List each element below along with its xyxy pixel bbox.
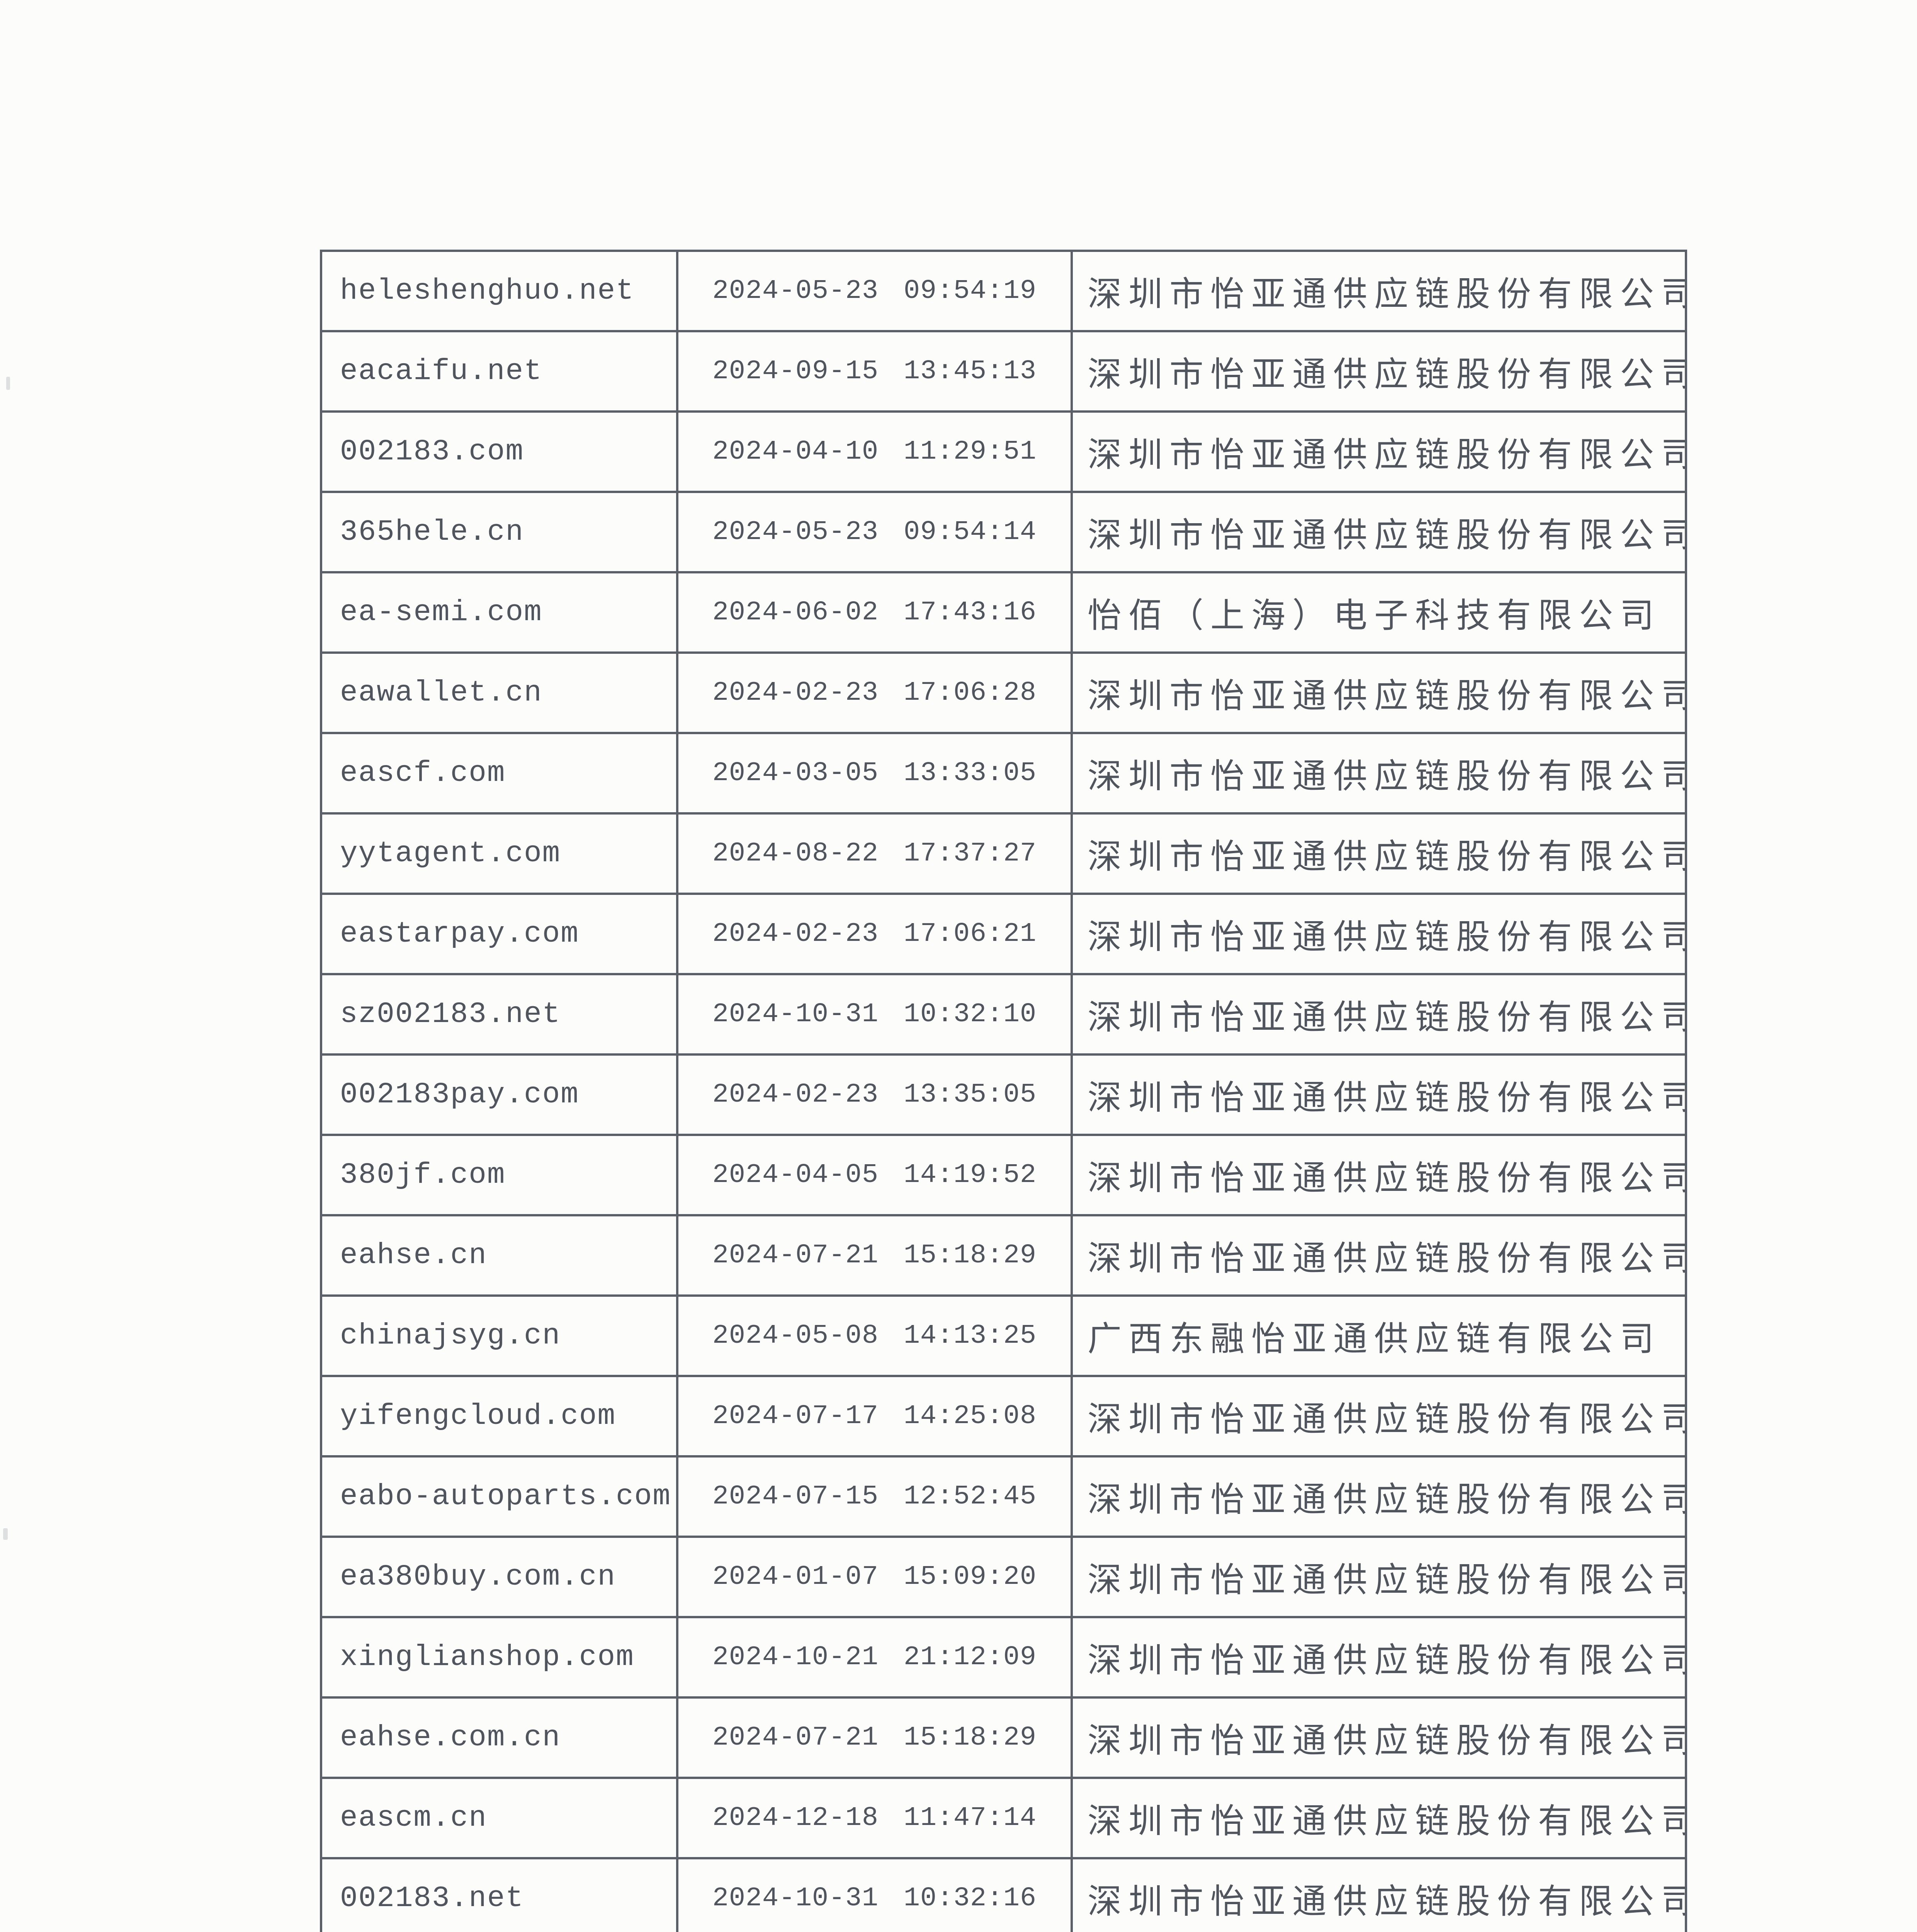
domain-cell: 365hele.cn — [320, 491, 678, 573]
registered-time-cell: 2024-03-05 13:33:05 — [676, 732, 1073, 815]
registrant-company-cell: 深圳市怡亚通供应链股份有限公司 — [1071, 651, 1687, 734]
table-row: heleshenghuo.net 2024-05-23 09:54:19 深圳市怡亚… — [320, 250, 1687, 332]
domain-registration-table: heleshenghuo.net 2024-05-23 09:54:19 深圳市怡亚… — [320, 250, 1687, 1932]
registered-time-cell: 2024-10-31 10:32:10 — [676, 973, 1073, 1056]
domain-cell: chinajsyg.cn — [320, 1294, 678, 1377]
registered-time-cell: 2024-06-02 17:43:16 — [676, 571, 1073, 654]
registrant-company-cell: 深圳市怡亚通供应链股份有限公司 — [1071, 491, 1687, 573]
table-row: 380jf.com 2024-04-05 14:19:52 深圳市怡亚通供应链股份有… — [320, 1134, 1687, 1216]
registrant-company-cell: 深圳市怡亚通供应链股份有限公司 — [1071, 1455, 1687, 1538]
domain-cell: eastarpay.com — [320, 893, 678, 975]
table-row: yifengcloud.com 2024-07-17 14:25:08 深圳市怡亚通… — [320, 1375, 1687, 1458]
registered-time-cell: 2024-08-22 17:37:27 — [676, 812, 1073, 895]
registrant-company-cell: 深圳市怡亚通供应链股份有限公司 — [1071, 1053, 1687, 1136]
table-row: xinglianshop.com 2024-10-21 21:12:09 深圳市怡亚… — [320, 1616, 1687, 1699]
registered-time-cell: 2024-12-18 11:47:14 — [676, 1777, 1073, 1859]
table-row: ea380buy.com.cn 2024-01-07 15:09:20 深圳市怡亚通… — [320, 1536, 1687, 1618]
table-row: 002183.com 2024-04-10 11:29:51 深圳市怡亚通供应链股份… — [320, 410, 1687, 493]
table-row: sz002183.net 2024-10-31 10:32:10 深圳市怡亚通供应链… — [320, 973, 1687, 1056]
registered-time-cell: 2024-05-23 09:54:19 — [676, 250, 1073, 332]
table-row: yytagent.com 2024-08-22 17:37:27 深圳市怡亚通供应链… — [320, 812, 1687, 895]
registered-time-cell: 2024-09-15 13:45:13 — [676, 330, 1073, 413]
domain-cell: eacaifu.net — [320, 330, 678, 413]
domain-cell: eahse.cn — [320, 1214, 678, 1297]
domain-cell: eahse.com.cn — [320, 1696, 678, 1779]
table-row: chinajsyg.cn 2024-05-08 14:13:25 广西东融怡亚通供应… — [320, 1294, 1687, 1377]
registrant-company-cell: 怡佰（上海）电子科技有限公司 — [1071, 571, 1687, 654]
registered-time-cell: 2024-10-31 10:32:16 — [676, 1857, 1073, 1932]
table-row: eawallet.cn 2024-02-23 17:06:28 深圳市怡亚通供应链股… — [320, 651, 1687, 734]
table-row: ea-semi.com 2024-06-02 17:43:16 怡佰（上海）电子科技… — [320, 571, 1687, 654]
registrant-company-cell: 深圳市怡亚通供应链股份有限公司 — [1071, 1696, 1687, 1779]
registrant-company-cell: 深圳市怡亚通供应链股份有限公司 — [1071, 250, 1687, 332]
registered-time-cell: 2024-10-21 21:12:09 — [676, 1616, 1073, 1699]
registered-time-cell: 2024-01-07 15:09:20 — [676, 1536, 1073, 1618]
domain-cell: 002183.net — [320, 1857, 678, 1932]
registrant-company-cell: 深圳市怡亚通供应链股份有限公司 — [1071, 893, 1687, 975]
table-row: 365hele.cn 2024-05-23 09:54:14 深圳市怡亚通供应链股份… — [320, 491, 1687, 573]
domain-cell: eawallet.cn — [320, 651, 678, 734]
domain-cell: ea-semi.com — [320, 571, 678, 654]
registered-time-cell: 2024-04-10 11:29:51 — [676, 410, 1073, 493]
registered-time-cell: 2024-05-23 09:54:14 — [676, 491, 1073, 573]
registrant-company-cell: 深圳市怡亚通供应链股份有限公司 — [1071, 330, 1687, 413]
domain-cell: yifengcloud.com — [320, 1375, 678, 1458]
registered-time-cell: 2024-07-21 15:18:29 — [676, 1696, 1073, 1779]
registrant-company-cell: 深圳市怡亚通供应链股份有限公司 — [1071, 1214, 1687, 1297]
domain-cell: eabo-autoparts.com — [320, 1455, 678, 1538]
registered-time-cell: 2024-07-21 15:18:29 — [676, 1214, 1073, 1297]
domain-cell: yytagent.com — [320, 812, 678, 895]
table-row: 002183pay.com 2024-02-23 13:35:05 深圳市怡亚通供应… — [320, 1053, 1687, 1136]
registered-time-cell: 2024-02-23 17:06:28 — [676, 651, 1073, 734]
registered-time-cell: 2024-07-17 14:25:08 — [676, 1375, 1073, 1458]
domain-cell: 380jf.com — [320, 1134, 678, 1216]
domain-cell: sz002183.net — [320, 973, 678, 1056]
registrant-company-cell: 深圳市怡亚通供应链股份有限公司 — [1071, 973, 1687, 1056]
registrant-company-cell: 深圳市怡亚通供应链股份有限公司 — [1071, 1616, 1687, 1699]
registrant-company-cell: 深圳市怡亚通供应链股份有限公司 — [1071, 1777, 1687, 1859]
registrant-company-cell: 深圳市怡亚通供应链股份有限公司 — [1071, 1134, 1687, 1216]
table-row: eahse.cn 2024-07-21 15:18:29 深圳市怡亚通供应链股份有限… — [320, 1214, 1687, 1297]
table-body: heleshenghuo.net 2024-05-23 09:54:19 深圳市怡亚… — [320, 250, 1687, 1932]
table-row: eahse.com.cn 2024-07-21 15:18:29 深圳市怡亚通供应链… — [320, 1696, 1687, 1779]
domain-cell: eascm.cn — [320, 1777, 678, 1859]
registrant-company-cell: 深圳市怡亚通供应链股份有限公司 — [1071, 1375, 1687, 1458]
domain-cell: xinglianshop.com — [320, 1616, 678, 1699]
registrant-company-cell: 深圳市怡亚通供应链股份有限公司 — [1071, 410, 1687, 493]
registrant-company-cell: 深圳市怡亚通供应链股份有限公司 — [1071, 1857, 1687, 1932]
registered-time-cell: 2024-05-08 14:13:25 — [676, 1294, 1073, 1377]
registered-time-cell: 2024-07-15 12:52:45 — [676, 1455, 1073, 1538]
table-row: eacaifu.net 2024-09-15 13:45:13 深圳市怡亚通供应链股… — [320, 330, 1687, 413]
table-row: 002183.net 2024-10-31 10:32:16 深圳市怡亚通供应链股份… — [320, 1857, 1687, 1932]
domain-cell: ea380buy.com.cn — [320, 1536, 678, 1618]
registrant-company-cell: 广西东融怡亚通供应链有限公司 — [1071, 1294, 1687, 1377]
registrant-company-cell: 深圳市怡亚通供应链股份有限公司 — [1071, 812, 1687, 895]
table-row: eabo-autoparts.com 2024-07-15 12:52:45 深圳市… — [320, 1455, 1687, 1538]
registered-time-cell: 2024-02-23 17:06:21 — [676, 893, 1073, 975]
registered-time-cell: 2024-04-05 14:19:52 — [676, 1134, 1073, 1216]
domain-cell: heleshenghuo.net — [320, 250, 678, 332]
scan-artifact — [6, 377, 10, 390]
registrant-company-cell: 深圳市怡亚通供应链股份有限公司 — [1071, 1536, 1687, 1618]
scan-artifact — [3, 1528, 8, 1540]
domain-cell: eascf.com — [320, 732, 678, 815]
registered-time-cell: 2024-02-23 13:35:05 — [676, 1053, 1073, 1136]
table-row: eascm.cn 2024-12-18 11:47:14 深圳市怡亚通供应链股份有限… — [320, 1777, 1687, 1859]
domain-cell: 002183.com — [320, 410, 678, 493]
table-row: eascf.com 2024-03-05 13:33:05 深圳市怡亚通供应链股份有… — [320, 732, 1687, 815]
table-row: eastarpay.com 2024-02-23 17:06:21 深圳市怡亚通供应… — [320, 893, 1687, 975]
domain-cell: 002183pay.com — [320, 1053, 678, 1136]
registrant-company-cell: 深圳市怡亚通供应链股份有限公司 — [1071, 732, 1687, 815]
